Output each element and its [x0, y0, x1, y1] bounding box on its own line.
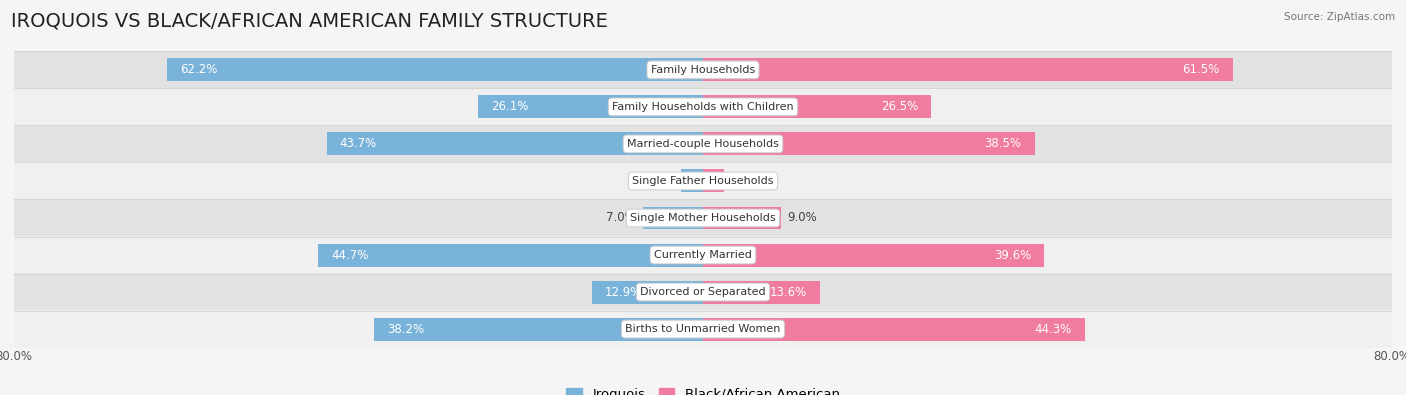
Text: 12.9%: 12.9%: [605, 286, 643, 299]
Bar: [703, 96, 931, 118]
Text: Source: ZipAtlas.com: Source: ZipAtlas.com: [1284, 12, 1395, 22]
Text: 7.0%: 7.0%: [606, 211, 636, 224]
Bar: [167, 58, 703, 81]
Text: 2.4%: 2.4%: [731, 175, 761, 188]
Text: 61.5%: 61.5%: [1182, 63, 1219, 76]
Text: 38.2%: 38.2%: [387, 323, 425, 336]
Bar: [703, 132, 1035, 155]
Text: 44.7%: 44.7%: [330, 248, 368, 261]
Bar: [703, 58, 1233, 81]
Bar: [592, 280, 703, 303]
FancyBboxPatch shape: [14, 126, 1392, 162]
Bar: [703, 207, 780, 229]
Bar: [703, 169, 724, 192]
Text: IROQUOIS VS BLACK/AFRICAN AMERICAN FAMILY STRUCTURE: IROQUOIS VS BLACK/AFRICAN AMERICAN FAMIL…: [11, 12, 609, 31]
Bar: [478, 96, 703, 118]
Bar: [374, 318, 703, 340]
Text: Family Households with Children: Family Households with Children: [612, 102, 794, 112]
Text: Currently Married: Currently Married: [654, 250, 752, 260]
Text: Married-couple Households: Married-couple Households: [627, 139, 779, 149]
Bar: [326, 132, 703, 155]
FancyBboxPatch shape: [14, 88, 1392, 126]
Text: 26.5%: 26.5%: [882, 100, 918, 113]
FancyBboxPatch shape: [14, 162, 1392, 199]
Bar: [318, 244, 703, 267]
Text: 9.0%: 9.0%: [787, 211, 817, 224]
Legend: Iroquois, Black/African American: Iroquois, Black/African American: [561, 383, 845, 395]
Text: Births to Unmarried Women: Births to Unmarried Women: [626, 324, 780, 334]
Text: Single Father Households: Single Father Households: [633, 176, 773, 186]
Bar: [681, 169, 703, 192]
FancyBboxPatch shape: [14, 51, 1392, 88]
FancyBboxPatch shape: [14, 237, 1392, 273]
Text: 43.7%: 43.7%: [340, 137, 377, 150]
Text: 26.1%: 26.1%: [491, 100, 529, 113]
Text: Single Mother Households: Single Mother Households: [630, 213, 776, 223]
FancyBboxPatch shape: [14, 273, 1392, 310]
Bar: [643, 207, 703, 229]
FancyBboxPatch shape: [14, 199, 1392, 237]
Text: 39.6%: 39.6%: [994, 248, 1031, 261]
Text: Family Households: Family Households: [651, 65, 755, 75]
Text: 44.3%: 44.3%: [1035, 323, 1071, 336]
FancyBboxPatch shape: [14, 310, 1392, 348]
Bar: [703, 280, 820, 303]
Text: 2.6%: 2.6%: [644, 175, 673, 188]
Bar: [703, 318, 1084, 340]
Text: 62.2%: 62.2%: [180, 63, 218, 76]
Text: Divorced or Separated: Divorced or Separated: [640, 287, 766, 297]
Bar: [703, 244, 1045, 267]
Text: 38.5%: 38.5%: [984, 137, 1022, 150]
Text: 13.6%: 13.6%: [770, 286, 807, 299]
